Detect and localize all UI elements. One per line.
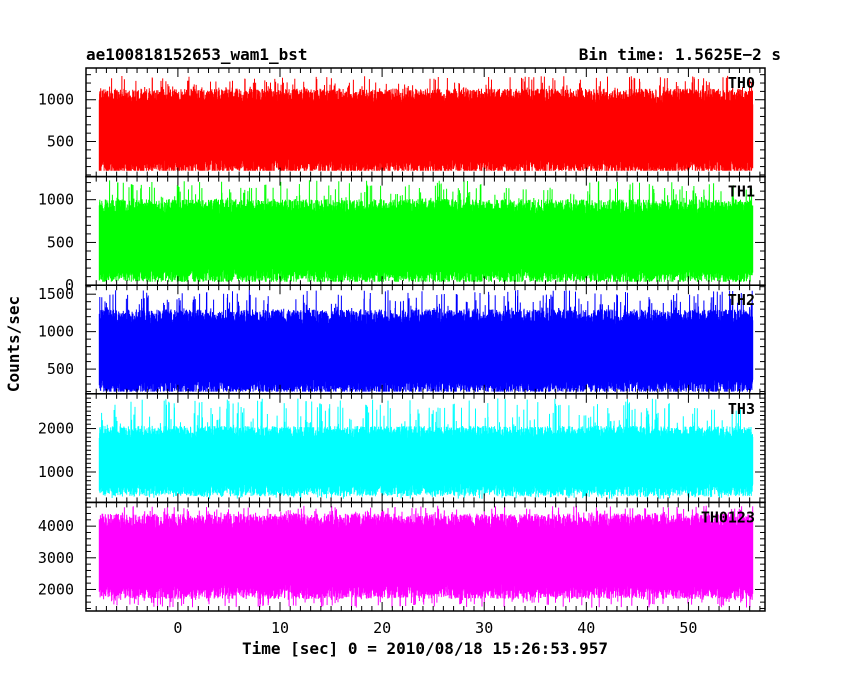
y-tick-label: 500 [47,360,74,378]
series-th2 [98,289,754,392]
y-tick-label: 2000 [38,420,74,438]
y-tick-label: 1000 [38,191,74,209]
y-tick-label: 1000 [38,91,74,109]
y-tick-label: 500 [47,133,74,151]
y-tick-label: 0 [65,276,74,294]
observation-id: ae100818152653_wam1_bst [86,45,308,64]
x-tick-label: 40 [577,619,595,637]
x-tick-label: 50 [679,619,697,637]
x-tick-label: 0 [173,619,182,637]
panel-group: TH0 500 1000 TH1 0 500 1000 TH2 500 1000 1500 TH3 10… [38,67,766,612]
panel-th2: TH2 500 1000 1500 [38,284,766,395]
series-th0123 [98,505,754,608]
y-tick-label: 3000 [38,549,74,567]
y-tick-label: 4000 [38,517,74,535]
panel-label-th2: TH2 [728,291,755,309]
x-axis-label: Time [sec] 0 = 2010/08/18 15:26:53.957 [242,639,608,658]
y-tick-label: 2000 [38,580,74,598]
y-tick-label: 1500 [38,285,74,303]
panel-frame [85,501,766,612]
bin-time-label: Bin time: 1.5625E−2 s [579,45,781,64]
panel-label-th0123: TH0123 [701,508,755,526]
panel-label-th0: TH0 [728,74,755,92]
x-tick-label: 30 [475,619,493,637]
y-tick-label: 500 [47,233,74,251]
series-th0 [98,75,754,171]
panel-label-th1: TH1 [728,183,755,201]
series-th3 [98,398,754,499]
y-tick-label: 1000 [38,463,74,481]
panel-th3: TH3 1000 2000 [38,393,766,504]
panel-th0123: TH0123 2000 3000 4000 [38,501,766,612]
x-axis: 0 10 20 30 40 50 [173,619,697,637]
panel-th0: TH0 500 1000 [38,67,766,178]
panel-th1: TH1 0 500 1000 [38,175,766,294]
y-tick-label: 1000 [38,323,74,341]
panel-label-th3: TH3 [728,400,755,418]
y-axis-label: Counts/sec [4,296,23,392]
x-tick-label: 20 [373,619,391,637]
x-tick-label: 10 [271,619,289,637]
series-th1 [98,180,754,282]
